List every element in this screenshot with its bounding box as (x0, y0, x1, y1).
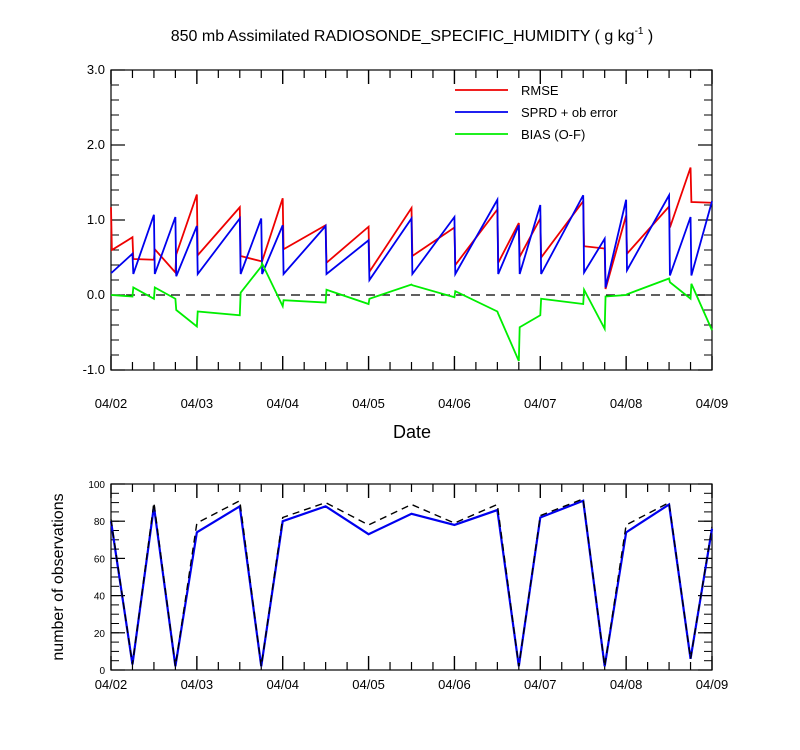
x-tick-label: 04/08 (610, 677, 643, 692)
y-tick-label: 3.0 (87, 62, 105, 77)
y-tick-label: 60 (94, 554, 106, 565)
bottom-chart: 04/02 04/03 04/04 04/05 04/06 04/07 04/08 04/09… (88, 480, 728, 692)
x-tick-label: 04/08 (610, 396, 643, 411)
chart-title: 850 mb Assimilated RADIOSONDE_SPECIFIC_H… (171, 26, 654, 45)
y-tick-label: 0.0 (87, 287, 105, 302)
y-tick-label: 20 (94, 629, 106, 640)
y-tick-label: 100 (88, 480, 105, 491)
x-tick-label: 04/02 (95, 396, 128, 411)
x-tick-label: 04/04 (266, 677, 299, 692)
chart-title-end: ) (643, 28, 653, 45)
chart-title-superscript: -1 (635, 26, 644, 37)
y-tick-label: -1.0 (83, 362, 105, 377)
x-tick-label: 04/03 (181, 396, 214, 411)
x-tick-label: 04/07 (524, 396, 557, 411)
x-tick-label: 04/04 (266, 396, 299, 411)
y-tick-label: 0 (99, 666, 105, 677)
x-tick-label: 04/09 (696, 396, 729, 411)
bottom-y-axis-label: number of observations (50, 493, 67, 660)
x-tick-label: 04/07 (524, 677, 557, 692)
chart-title-main: 850 mb Assimilated RADIOSONDE_SPECIFIC_H… (171, 28, 635, 45)
plot-frame (110, 483, 713, 671)
x-tick-label: 04/05 (352, 677, 385, 692)
legend-label: SPRD + ob error (521, 105, 618, 120)
x-tick-label: 04/02 (95, 677, 128, 692)
y-tick-label: 1.0 (87, 212, 105, 227)
y-tick-label: 2.0 (87, 137, 105, 152)
series-line-obs-dashed (110, 497, 713, 667)
x-tick-label: 04/05 (352, 396, 385, 411)
y-tick-label: 40 (94, 592, 106, 603)
legend-label: BIAS (O-F) (521, 127, 585, 142)
series-line-obs-solid (109, 499, 714, 667)
x-tick-label: 04/03 (181, 677, 214, 692)
top-chart: 04/02 04/03 04/04 04/05 04/06 04/07 04/08 04/09… (83, 62, 729, 411)
x-tick-label: 04/06 (438, 677, 471, 692)
legend-label: RMSE (521, 83, 559, 98)
x-tick-label: 04/06 (438, 396, 471, 411)
top-x-axis-label: Date (393, 422, 431, 442)
series-line-bias-o-f (110, 260, 713, 362)
series-line-sprd-ob-error (111, 191, 713, 288)
y-tick-label: 80 (94, 517, 106, 528)
x-tick-label: 04/09 (696, 677, 729, 692)
